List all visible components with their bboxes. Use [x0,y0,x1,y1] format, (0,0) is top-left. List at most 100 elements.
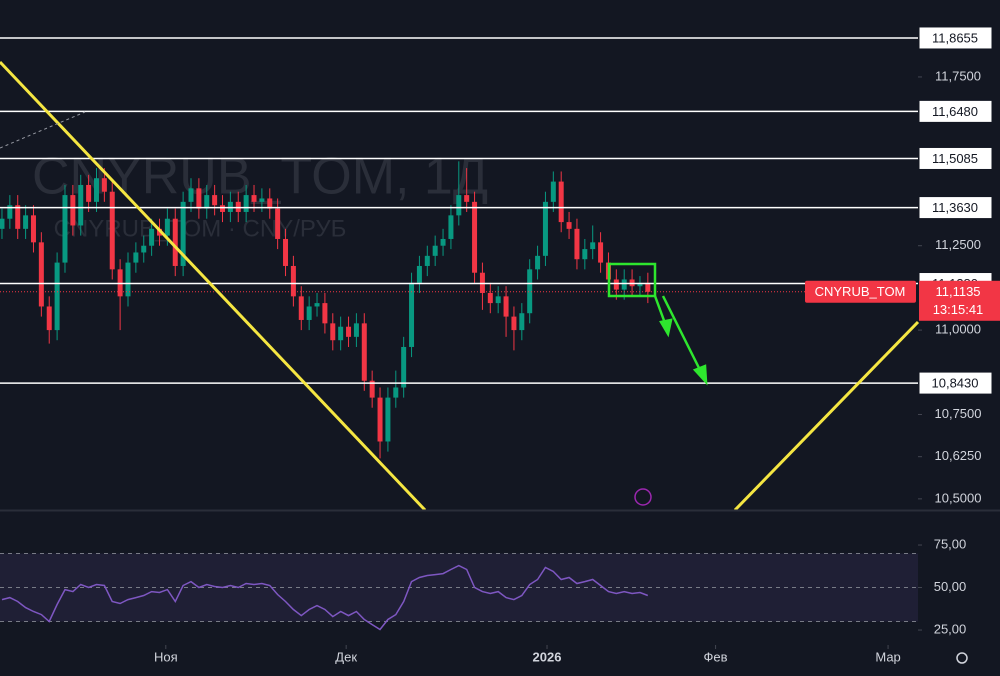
y-tick-label: 75,00 [934,536,967,551]
candle-body [196,188,202,209]
x-tick-label: 2026 [533,649,562,664]
candle-body [613,279,619,290]
x-tick-label: Фев [704,649,728,664]
candle-body [314,303,320,307]
candle-body [125,262,131,297]
candle-body [70,195,76,226]
candle-body [38,242,44,307]
watermark-title: CNYRUB_TOM, 1Д [32,148,488,206]
candle-body [385,397,391,442]
price-pane: 11,7500 11,2500 11,0000 10,7500 10,6250 10,50… [0,26,1000,505]
candle-body [298,296,304,320]
candle-body [353,323,359,337]
candle-body [432,245,438,256]
y-tick-label: 25,00 [934,621,967,636]
level-label: 11,3630 [932,200,978,215]
y-tick-label: 11,7500 [935,68,981,83]
candle-body [519,313,525,331]
level-label: 11,8655 [932,30,978,45]
level-label-box [918,146,993,170]
watermark-subtitle: CNYRUB_TOM · CNY/РУБ [54,215,347,242]
candle-body [141,245,147,253]
candle-body [511,316,517,331]
candle-body [54,262,60,331]
candle-body [637,282,643,287]
symbol-label: CNYRUB_TOM [815,284,906,299]
candle-body [149,228,155,246]
event-icon[interactable] [634,488,652,506]
candle-body [188,188,194,202]
x-tick-label: Дек [335,649,357,664]
symbol-box [805,280,916,303]
candle-body [62,195,68,263]
level-label-box [918,196,993,220]
candle-body [369,380,375,398]
candle-body [330,323,336,341]
candle-body [322,303,328,324]
candle-body [440,238,446,246]
candle-body [416,265,422,283]
candle-body [78,184,84,226]
candle-body [180,201,186,266]
candle-body [542,201,548,256]
candle-body [535,255,541,270]
candle-body [424,255,430,266]
candle-body [377,397,383,442]
last-price-box [919,280,1000,321]
candle-body [243,195,249,212]
trend-line [733,320,920,512]
candle-body [621,279,627,290]
candle-body [558,181,564,223]
candle-body [283,238,289,266]
x-tick-label: Мар [875,649,900,664]
candle-body [409,282,415,347]
candle-body [566,222,572,229]
level-label: 11,5085 [932,151,978,166]
rsi-pane: 75,00 50,00 25,00 [0,536,966,636]
candle-body [133,252,139,263]
candle-body [346,326,352,337]
candle-body [401,346,407,388]
candle-body [109,191,115,270]
candle-body [306,306,312,320]
arrows [653,295,708,386]
highlight-box [607,262,657,298]
candle-body [267,198,273,209]
candle-body [101,178,107,192]
candle-body [15,205,21,229]
x-tick-label: Ноя [154,649,178,664]
candle-body [7,205,13,219]
candle-body [172,218,178,266]
candle-body [23,215,29,229]
candle-body [361,323,367,381]
y-tick-label: 10,5000 [935,490,982,505]
candle-body [290,265,296,297]
y-tick-label: 50,00 [934,579,967,594]
settings-icon[interactable] [956,652,968,664]
rsi-line [1,564,649,631]
candle-body [393,387,399,398]
candle-body [338,326,344,341]
candle-body [220,205,226,212]
candle-body [275,208,281,239]
level-label: 10,8430 [932,376,979,391]
level-label: 11,6480 [932,104,978,119]
level-label-box [918,371,993,395]
candle-body [527,269,533,314]
candle-body [472,201,478,273]
candle-body [495,296,501,304]
candle-body [0,218,5,229]
candle-body [464,195,470,202]
candle-body [86,184,92,202]
y-tick-label: 10,6250 [935,448,982,463]
y-tick-label: 10,7500 [935,406,982,421]
candle-body [645,282,651,292]
candle-body [456,195,462,216]
candle-body [598,242,604,263]
candle-body [30,215,36,243]
candle-body [93,178,99,202]
candle-body [503,296,509,317]
